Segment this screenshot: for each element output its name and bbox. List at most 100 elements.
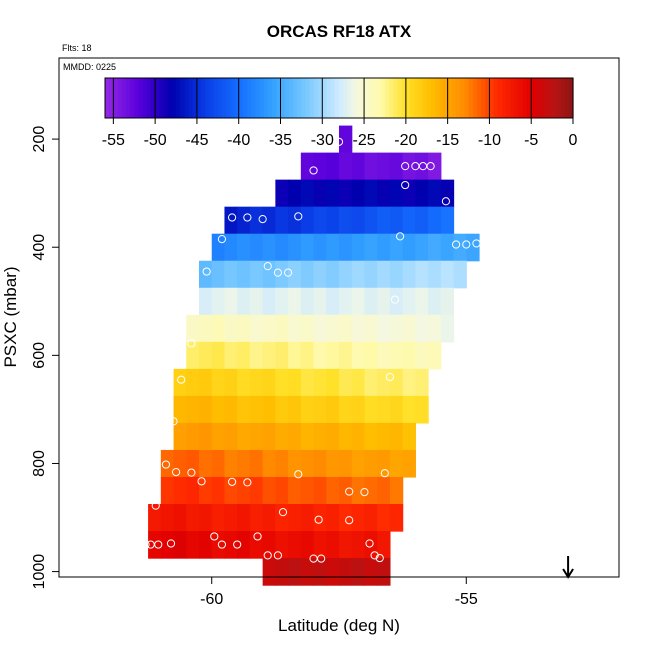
colorbar-swatch <box>209 78 215 118</box>
colorbar-swatch <box>355 78 361 118</box>
heatmap-cell <box>173 476 187 505</box>
heatmap-cell <box>377 179 391 208</box>
colorbar-swatch <box>343 78 348 118</box>
heatmap-cell <box>300 206 315 235</box>
colorbar-swatch <box>322 78 328 118</box>
colorbar-tick-label: -45 <box>185 132 208 149</box>
heatmap-cell <box>288 314 302 343</box>
observation-point <box>294 212 303 221</box>
observation-point <box>166 539 176 548</box>
heatmap-cell <box>288 531 302 559</box>
observation-point <box>171 468 181 477</box>
colorbar-swatch <box>167 78 173 118</box>
heatmap-cell <box>428 152 442 181</box>
colorbar-swatch <box>263 78 269 118</box>
observation-point <box>177 375 186 384</box>
y-axis-label: PSXC (mbar) <box>1 266 20 367</box>
colorbar-swatch <box>443 78 449 118</box>
heatmap-cell <box>351 206 366 235</box>
heatmap-cell <box>224 504 238 532</box>
heatmap-cell <box>211 368 226 397</box>
colorbar-swatch <box>439 78 445 118</box>
colorbar-tick-label: 0 <box>569 132 578 149</box>
heatmap-cell <box>428 179 442 208</box>
colorbar-swatch <box>514 78 520 118</box>
heatmap-cell <box>262 260 276 289</box>
heatmap-cell <box>211 314 226 343</box>
heatmap-cell <box>224 422 238 451</box>
heatmap-cell <box>237 531 251 559</box>
heatmap-cell <box>428 341 442 370</box>
heatmap-cell <box>288 395 302 424</box>
x-axis: -60 -55 <box>200 577 478 608</box>
heatmap-cell <box>377 476 391 505</box>
heatmap-cell <box>364 558 378 586</box>
colorbar-swatch <box>130 78 135 118</box>
colorbar-swatch <box>359 78 365 118</box>
heatmap-cell <box>275 368 289 397</box>
colorbar-swatch <box>393 78 399 118</box>
date-label: MMDD: 0225 <box>63 62 116 72</box>
observation-point <box>258 215 267 224</box>
heatmap-cell <box>199 476 213 505</box>
observation-point <box>345 516 354 525</box>
heatmap-cell <box>415 152 429 181</box>
colorbar-swatch <box>226 78 231 118</box>
observation-point <box>441 197 451 206</box>
colorbar-swatch <box>556 78 562 118</box>
heatmap-cell <box>237 395 251 424</box>
heatmap-cell <box>160 476 175 505</box>
heatmap-cell <box>351 233 366 262</box>
heatmap-cell <box>173 504 187 532</box>
colorbar-swatch <box>134 78 140 118</box>
observation-point <box>314 515 323 524</box>
colorbar-swatch <box>543 78 549 118</box>
x-tick-label: -60 <box>200 591 223 608</box>
heatmap-cell <box>173 368 187 397</box>
colorbar-swatch <box>138 78 144 118</box>
heatmap-cell <box>313 179 327 208</box>
heatmap-cell <box>300 368 315 397</box>
heatmap-cell <box>300 531 315 559</box>
heatmap-cell <box>402 368 416 397</box>
colorbar-swatch <box>196 78 202 118</box>
heatmap-cell <box>415 233 429 262</box>
colorbar-tick-label: -35 <box>269 132 292 149</box>
colorbar-swatch <box>242 78 248 118</box>
heatmap-cell <box>428 260 442 289</box>
heatmap-cell <box>300 233 315 262</box>
heatmap-cell <box>275 260 289 289</box>
heatmap-cell <box>262 314 276 343</box>
y-tick-label: 600 <box>31 342 48 369</box>
heatmap-cell <box>402 179 416 208</box>
heatmap-cell <box>313 287 327 316</box>
colorbar-swatch <box>568 78 574 118</box>
heatmap-cell <box>249 449 264 478</box>
colorbar-swatch <box>109 78 114 118</box>
heatmap-cell <box>364 287 378 316</box>
heatmap-cell <box>237 260 251 289</box>
colorbar-swatch <box>318 78 323 118</box>
colorbar-swatch <box>489 78 495 118</box>
colorbar-swatch <box>506 78 511 118</box>
observation-point <box>187 468 196 477</box>
colorbar-swatch <box>389 78 394 118</box>
heatmap-cell <box>351 179 366 208</box>
observation-point <box>227 213 237 222</box>
heatmap-cell <box>389 233 404 262</box>
colorbar-swatch <box>430 78 436 118</box>
heatmap-cell <box>288 206 302 235</box>
heatmap-cell <box>351 152 366 181</box>
heatmap-cell <box>402 260 416 289</box>
heatmap-cell <box>275 314 289 343</box>
heatmap-cell <box>275 233 289 262</box>
colorbar-swatch <box>255 78 261 118</box>
heatmap-cell <box>275 287 289 316</box>
y-tick-label: 1000 <box>31 554 48 590</box>
heatmap-cell <box>364 152 378 181</box>
colorbar-swatch <box>422 78 428 118</box>
heatmap-cell <box>313 233 327 262</box>
heatmap-cell <box>339 341 353 370</box>
heatmap-cell <box>199 422 213 451</box>
heatmap-cell <box>199 504 213 532</box>
